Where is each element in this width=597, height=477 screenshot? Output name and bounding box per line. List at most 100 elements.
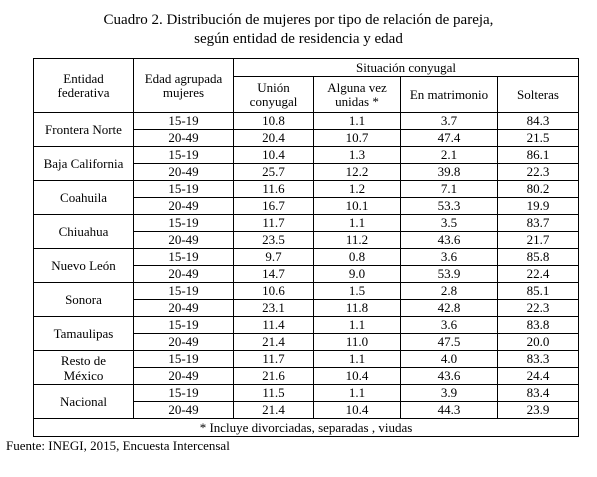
value-cell: 53.9 (400, 265, 498, 283)
footnote: * Incluye divorciadas, separadas , viuda… (33, 418, 579, 437)
value-cell: 83.3 (497, 350, 579, 368)
value-cell: 20.0 (497, 333, 579, 351)
table-row: 20-49 14.7 9.0 53.9 22.4 (34, 265, 579, 283)
age-cell: 20-49 (133, 163, 234, 181)
value-cell: 11.5 (233, 384, 314, 402)
value-cell: 12.2 (313, 163, 401, 181)
age-cell: 20-49 (133, 265, 234, 283)
value-cell: 83.7 (497, 214, 579, 232)
value-cell: 9.0 (313, 265, 401, 283)
value-cell: 16.7 (233, 197, 314, 215)
title: Cuadro 2. Distribución de mujeres por ti… (0, 11, 597, 49)
value-cell: 11.7 (233, 350, 314, 368)
value-cell: 14.7 (233, 265, 314, 283)
value-cell: 2.1 (400, 146, 498, 164)
age-cell: 20-49 (133, 299, 234, 317)
value-cell: 0.8 (313, 248, 401, 266)
value-cell: 21.4 (233, 401, 314, 419)
value-cell: 1.1 (313, 214, 401, 232)
value-cell: 39.8 (400, 163, 498, 181)
value-cell: 1.3 (313, 146, 401, 164)
value-cell: 21.7 (497, 231, 579, 249)
entity-cell: Chiuahua (33, 214, 134, 249)
table-row: 20-49 16.7 10.1 53.3 19.9 (34, 197, 579, 215)
table-body: Frontera Norte 15-19 10.8 1.1 3.7 84.3 20-49 20… (33, 112, 579, 419)
value-cell: 47.5 (400, 333, 498, 351)
age-cell: 15-19 (133, 112, 234, 130)
entity-cell: Frontera Norte (33, 112, 134, 147)
entity-cell: Nuevo León (33, 248, 134, 283)
value-cell: 42.8 (400, 299, 498, 317)
table-row: 20-49 23.5 11.2 43.6 21.7 (34, 231, 579, 249)
entity-cell: Tamaulipas (33, 316, 134, 351)
age-cell: 15-19 (133, 316, 234, 334)
value-cell: 83.8 (497, 316, 579, 334)
header-cell: Entidad federativa (33, 58, 134, 113)
value-cell: 53.3 (400, 197, 498, 215)
header-cell: Edad agrupada mujeres (133, 58, 234, 113)
entity-cell: Coahuila (33, 180, 134, 215)
age-cell: 20-49 (133, 333, 234, 351)
value-cell: 11.4 (233, 316, 314, 334)
value-cell: 23.5 (233, 231, 314, 249)
table-row: Frontera Norte 15-19 10.8 1.1 3.7 84.3 (33, 112, 579, 147)
age-cell: 20-49 (133, 231, 234, 249)
entity-line: Nacional (60, 394, 107, 409)
age-cell: 15-19 (133, 248, 234, 266)
value-cell: 1.5 (313, 282, 401, 300)
age-cell: 20-49 (133, 367, 234, 385)
entity-cell: Nacional (33, 384, 134, 419)
value-cell: 10.8 (233, 112, 314, 130)
value-cell: 25.7 (233, 163, 314, 181)
age-cell: 20-49 (133, 401, 234, 419)
value-cell: 10.1 (313, 197, 401, 215)
age-cell: 15-19 (133, 214, 234, 232)
entity-cell: Sonora (33, 282, 134, 317)
table-row: Coahuila 15-19 11.6 1.2 7.1 80.2 (33, 180, 579, 215)
entity-line: Tamaulipas (53, 326, 114, 341)
value-cell: 21.6 (233, 367, 314, 385)
value-cell: 11.2 (313, 231, 401, 249)
value-cell: 1.1 (313, 350, 401, 368)
value-cell: 1.1 (313, 112, 401, 130)
entity-line: Sonora (65, 292, 102, 307)
header-cell: En matrimonio (400, 76, 498, 113)
table-row: Resto de México 15-19 11.7 1.1 4.0 83.3 (33, 350, 579, 385)
age-cell: 15-19 (133, 180, 234, 198)
value-cell: 3.9 (400, 384, 498, 402)
entity-line: Frontera Norte (45, 122, 122, 137)
entity-line: Chiuahua (58, 224, 109, 239)
value-cell: 1.2 (313, 180, 401, 198)
age-cell: 15-19 (133, 350, 234, 368)
age-cell: 15-19 (133, 282, 234, 300)
value-cell: 80.2 (497, 180, 579, 198)
value-cell: 10.4 (233, 146, 314, 164)
table-row: 20-49 20.4 10.7 47.4 21.5 (34, 129, 579, 147)
entity-line: Resto de (60, 352, 107, 368)
header-cell: Unión conyugal (233, 76, 314, 113)
entity-line: Baja California (43, 156, 124, 171)
value-cell: 44.3 (400, 401, 498, 419)
table-row: 20-49 21.6 10.4 43.6 24.4 (34, 367, 579, 385)
age-cell: 15-19 (133, 384, 234, 402)
value-cell: 86.1 (497, 146, 579, 164)
value-cell: 83.4 (497, 384, 579, 402)
table-row: Sonora 15-19 10.6 1.5 2.8 85.1 (33, 282, 579, 317)
value-cell: 22.3 (497, 163, 579, 181)
age-cell: 15-19 (133, 146, 234, 164)
value-cell: 4.0 (400, 350, 498, 368)
value-cell: 3.6 (400, 316, 498, 334)
value-cell: 21.4 (233, 333, 314, 351)
value-cell: 22.4 (497, 265, 579, 283)
value-cell: 2.8 (400, 282, 498, 300)
entity-cell: Resto de México (33, 350, 134, 385)
value-cell: 84.3 (497, 112, 579, 130)
age-cell: 20-49 (133, 129, 234, 147)
table-row: Nacional 15-19 11.5 1.1 3.9 83.4 (33, 384, 579, 419)
header-cell: Alguna vez unidas * (313, 76, 401, 113)
value-cell: 7.1 (400, 180, 498, 198)
value-cell: 11.6 (233, 180, 314, 198)
value-cell: 21.5 (497, 129, 579, 147)
entity-line: Nuevo León (51, 258, 116, 273)
